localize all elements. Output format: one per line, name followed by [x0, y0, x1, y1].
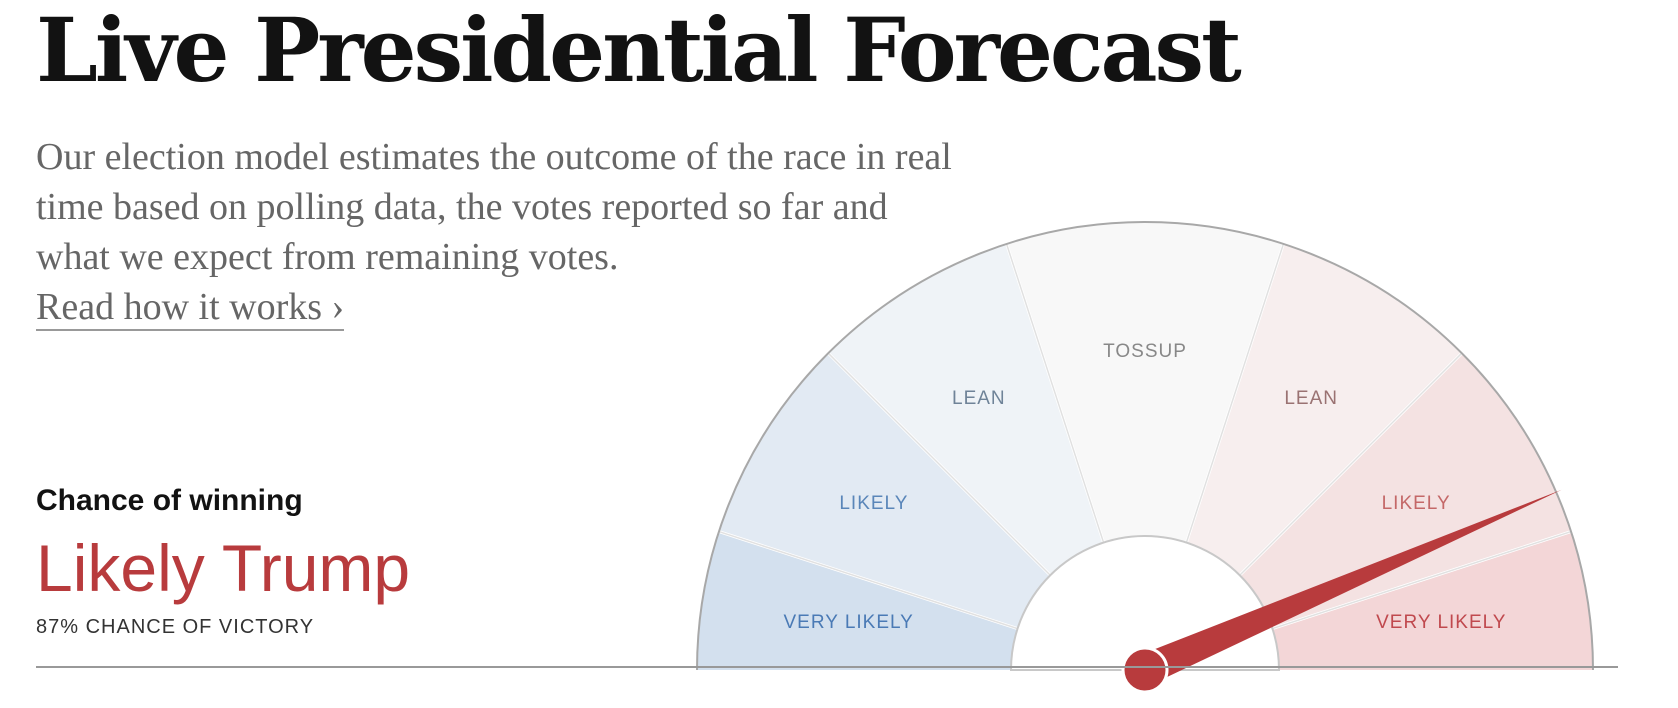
needle-hub — [1121, 646, 1169, 694]
gauge-sector-3 — [1006, 221, 1284, 543]
gauge-label-6: VERY LIKELY — [1376, 612, 1506, 633]
gauge-sectors — [697, 221, 1593, 670]
victory-percentage: 87% CHANCE OF VICTORY — [36, 616, 315, 638]
read-how-it-works-link[interactable]: Read how it works › — [36, 285, 345, 331]
baseline-rule — [36, 666, 1618, 668]
gauge-label-1: LIKELY — [839, 493, 908, 514]
gauge-label-5: LIKELY — [1382, 493, 1451, 514]
gauge-sector-1 — [718, 353, 1051, 629]
gauge-divider-line-1 — [718, 530, 1018, 630]
description-text: Our election model estimates the outcome… — [36, 136, 952, 278]
needle-pointer — [1134, 489, 1562, 687]
gauge-label-0: VERY LIKELY — [784, 612, 914, 633]
gauge-sector-4 — [1186, 243, 1462, 576]
gauge-label-3: TOSSUP — [1103, 341, 1187, 362]
gauge-divider-line-4 — [1185, 243, 1285, 543]
gauge-sector-2 — [828, 243, 1104, 576]
gauge-label-4: LEAN — [1284, 388, 1338, 409]
gauge-sector-6 — [1272, 531, 1593, 670]
gauge-needle — [1121, 489, 1562, 694]
gauge-divider-line-5 — [1239, 352, 1463, 576]
gauge-label-2: LEAN — [952, 388, 1006, 409]
gauge-divider-line-3 — [1005, 243, 1105, 543]
gauge-divider-line-2 — [827, 352, 1051, 576]
gauge-outer-arc — [696, 221, 1594, 671]
description: Our election model estimates the outcome… — [36, 132, 956, 332]
chance-of-winning-label: Chance of winning — [36, 484, 303, 517]
page-title: Live Presidential Forecast — [36, 0, 1242, 102]
gauge-labels: VERY LIKELY LIKELY LEAN TOSSUP LEAN LIKELY VER… — [784, 341, 1506, 633]
gauge-dividers — [718, 243, 1572, 631]
leader-label: Likely Trump — [36, 531, 411, 605]
gauge-sector-5 — [1239, 353, 1572, 629]
gauge-divider-line-6 — [1272, 530, 1572, 630]
gauge-sector-0 — [697, 531, 1018, 670]
